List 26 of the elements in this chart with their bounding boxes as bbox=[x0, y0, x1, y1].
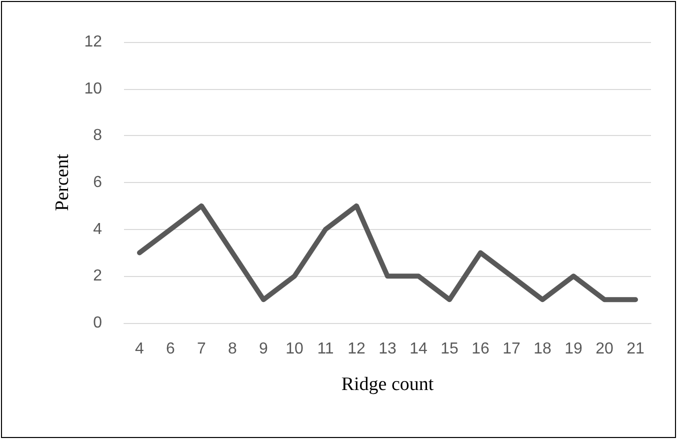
x-tick-label: 13 bbox=[378, 340, 396, 358]
x-axis-title: Ridge count bbox=[341, 374, 434, 395]
x-tick-label: 6 bbox=[166, 340, 176, 358]
y-tick-label: 0 bbox=[93, 314, 102, 332]
x-tick-label: 11 bbox=[317, 340, 334, 358]
x-tick-label: 20 bbox=[596, 340, 614, 358]
y-tick-label: 2 bbox=[93, 268, 102, 285]
y-tick-label: 12 bbox=[84, 34, 102, 50]
x-tick-label: 17 bbox=[502, 340, 520, 358]
x-tick-label: 12 bbox=[348, 340, 366, 358]
y-axis-title: Percent bbox=[52, 153, 73, 211]
x-tick-label: 15 bbox=[440, 340, 458, 358]
x-tick-label: 21 bbox=[626, 340, 644, 358]
y-tick-label: 8 bbox=[93, 127, 102, 144]
x-tick-label: 7 bbox=[197, 340, 206, 358]
x-tick-label: 19 bbox=[564, 340, 582, 358]
x-tick-label: 18 bbox=[534, 340, 552, 358]
y-tick-label: 6 bbox=[93, 174, 102, 191]
x-tick-label: 10 bbox=[286, 340, 304, 358]
x-tick-label: 8 bbox=[228, 340, 238, 358]
x-tick-label: 9 bbox=[259, 340, 268, 358]
y-tick-label: 10 bbox=[84, 80, 102, 98]
x-tick-label: 4 bbox=[135, 340, 144, 358]
y-tick-label: 4 bbox=[93, 220, 102, 238]
x-tick-label: 16 bbox=[472, 340, 490, 358]
x-tick-label: 14 bbox=[410, 340, 428, 358]
